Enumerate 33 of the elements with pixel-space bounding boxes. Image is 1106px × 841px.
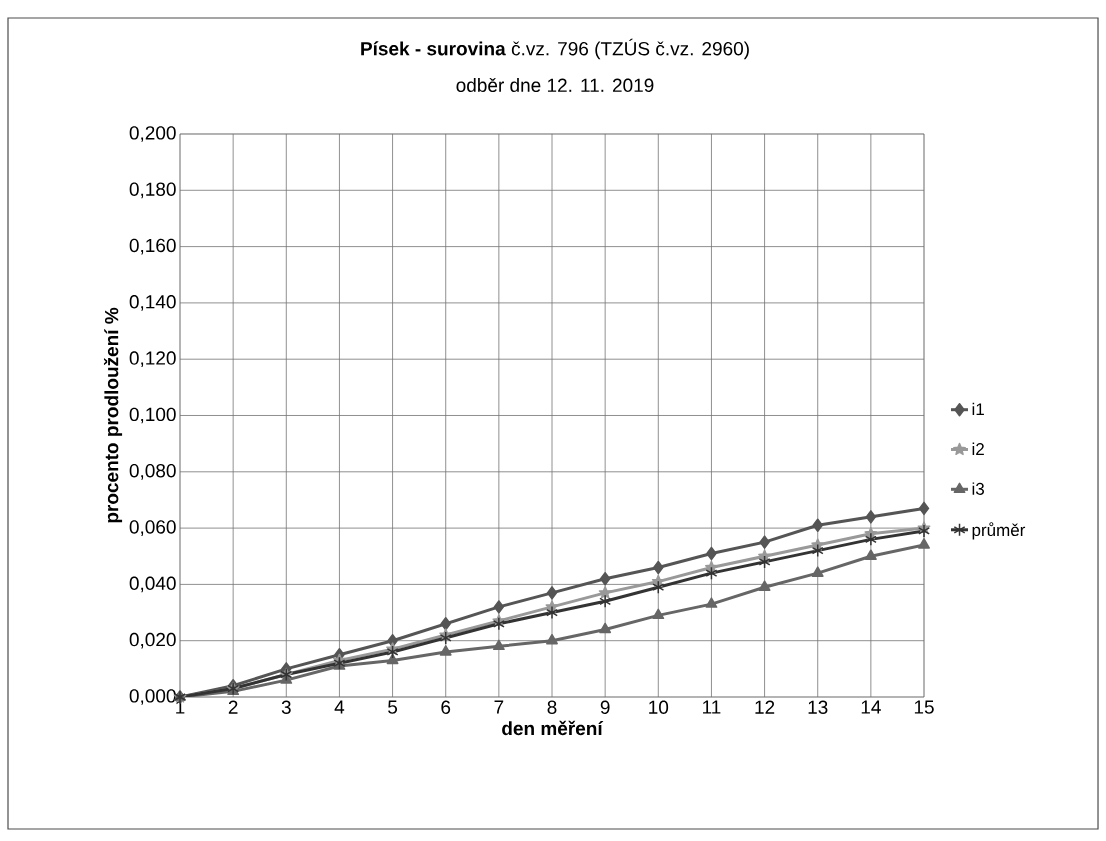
y-tick-label: 0,120 <box>129 351 176 368</box>
y-tick-label: 0,140 <box>129 295 176 311</box>
x-tick-label: 11 <box>703 700 721 714</box>
legend-label: i3 <box>972 482 984 495</box>
x-axis-title: den měření <box>502 720 604 736</box>
x-tick-label: 9 <box>600 700 610 714</box>
x-tick-label: 3 <box>281 700 291 714</box>
y-tick-label: 0,060 <box>129 520 176 536</box>
x-tick-label: 6 <box>441 700 451 714</box>
legend-label: i2 <box>972 442 984 455</box>
x-tick-label: 13 <box>808 700 828 714</box>
x-tick-label: 2 <box>228 700 238 714</box>
y-tick-label: 0,020 <box>129 632 176 649</box>
legend-label: i1 <box>972 402 984 416</box>
y-tick-label: 0,180 <box>129 182 176 199</box>
x-tick-label: 4 <box>334 700 345 714</box>
chart-subtitle: odběr dne 12. 11. 2019 <box>456 77 654 92</box>
x-tick-label: 10 <box>649 700 669 714</box>
x-tick-label: 7 <box>494 700 504 714</box>
y-tick-label: 0,080 <box>129 463 176 480</box>
y-tick-label: 0,040 <box>129 576 176 593</box>
y-tick-label: 0,160 <box>129 238 176 255</box>
x-tick-label: 5 <box>388 700 398 714</box>
y-tick-label: 0,100 <box>129 407 176 424</box>
y-axis-title: procento prodloužení % <box>103 307 123 523</box>
x-tick-label: 8 <box>547 700 557 714</box>
y-tick-label: 0,200 <box>129 126 176 142</box>
chart-title: Písek - surovina č.vz. 796 (TZÚS č.vz. 2960) <box>361 38 749 60</box>
x-tick-label: 15 <box>914 700 934 714</box>
legend-label: průměr <box>972 522 1026 540</box>
x-tick-label: 14 <box>861 700 881 714</box>
y-tick-label: 0,000 <box>129 689 176 705</box>
x-tick-label: 12 <box>755 700 775 714</box>
